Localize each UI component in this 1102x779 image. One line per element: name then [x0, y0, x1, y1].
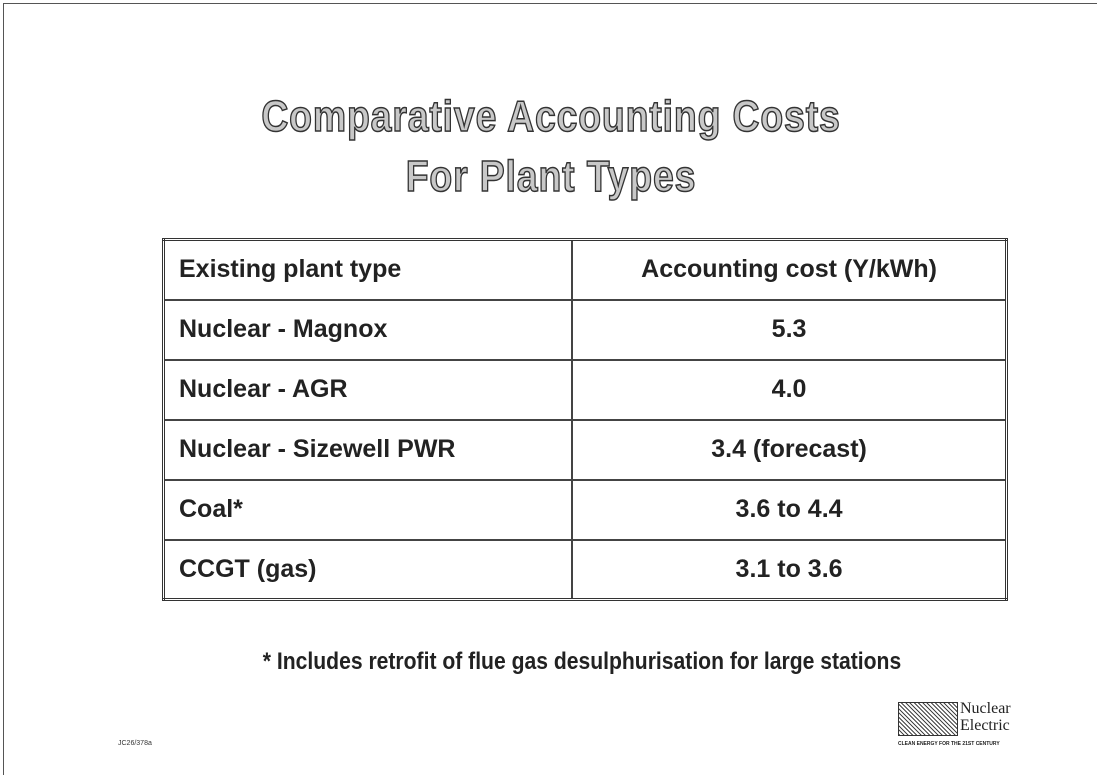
cost-cell: 3.1 to 3.6: [571, 538, 1008, 601]
table-row: CCGT (gas) 3.1 to 3.6: [162, 538, 1008, 601]
logo-tagline: CLEAN ENERGY FOR THE 21ST CENTURY: [898, 741, 1000, 747]
cost-cell: 5.3: [571, 298, 1008, 361]
logo-icon: [898, 702, 958, 736]
plant-cell: Coal*: [162, 478, 574, 541]
table-row: Coal* 3.6 to 4.4: [162, 478, 1008, 541]
header-cell: Accounting cost (Y/kWh): [571, 238, 1008, 301]
logo-word: Nuclear: [960, 700, 1011, 717]
doc-code: JC26/378a: [118, 740, 152, 747]
plant-cell: Nuclear - Sizewell PWR: [162, 418, 574, 481]
title-line: Comparative Accounting Costs: [261, 91, 841, 142]
table-row: Nuclear - Sizewell PWR 3.4 (forecast): [162, 418, 1008, 481]
plant-cell: Nuclear - AGR: [162, 358, 574, 421]
title-line: For Plant Types: [405, 151, 697, 202]
footnote: * Includes retrofit of flue gas desulphu…: [262, 648, 902, 675]
cost-cell: 3.6 to 4.4: [571, 478, 1008, 541]
header-row: Existing plant type Accounting cost (Y/k…: [162, 238, 1008, 301]
plant-cell: CCGT (gas): [162, 538, 574, 601]
cost-cell: 4.0: [571, 358, 1008, 421]
logo-word: Electric: [960, 717, 1010, 734]
cost-cell: 3.4 (forecast): [571, 418, 1008, 481]
frame: [3, 3, 1097, 775]
cost-table: Existing plant type Accounting cost (Y/k…: [162, 238, 1008, 601]
plant-cell: Nuclear - Magnox: [162, 298, 574, 361]
table-row: Nuclear - AGR 4.0: [162, 358, 1008, 421]
logo-name: Nuclear Electric: [960, 700, 1011, 734]
header-cell: Existing plant type: [162, 238, 574, 301]
table-row: Nuclear - Magnox 5.3: [162, 298, 1008, 361]
